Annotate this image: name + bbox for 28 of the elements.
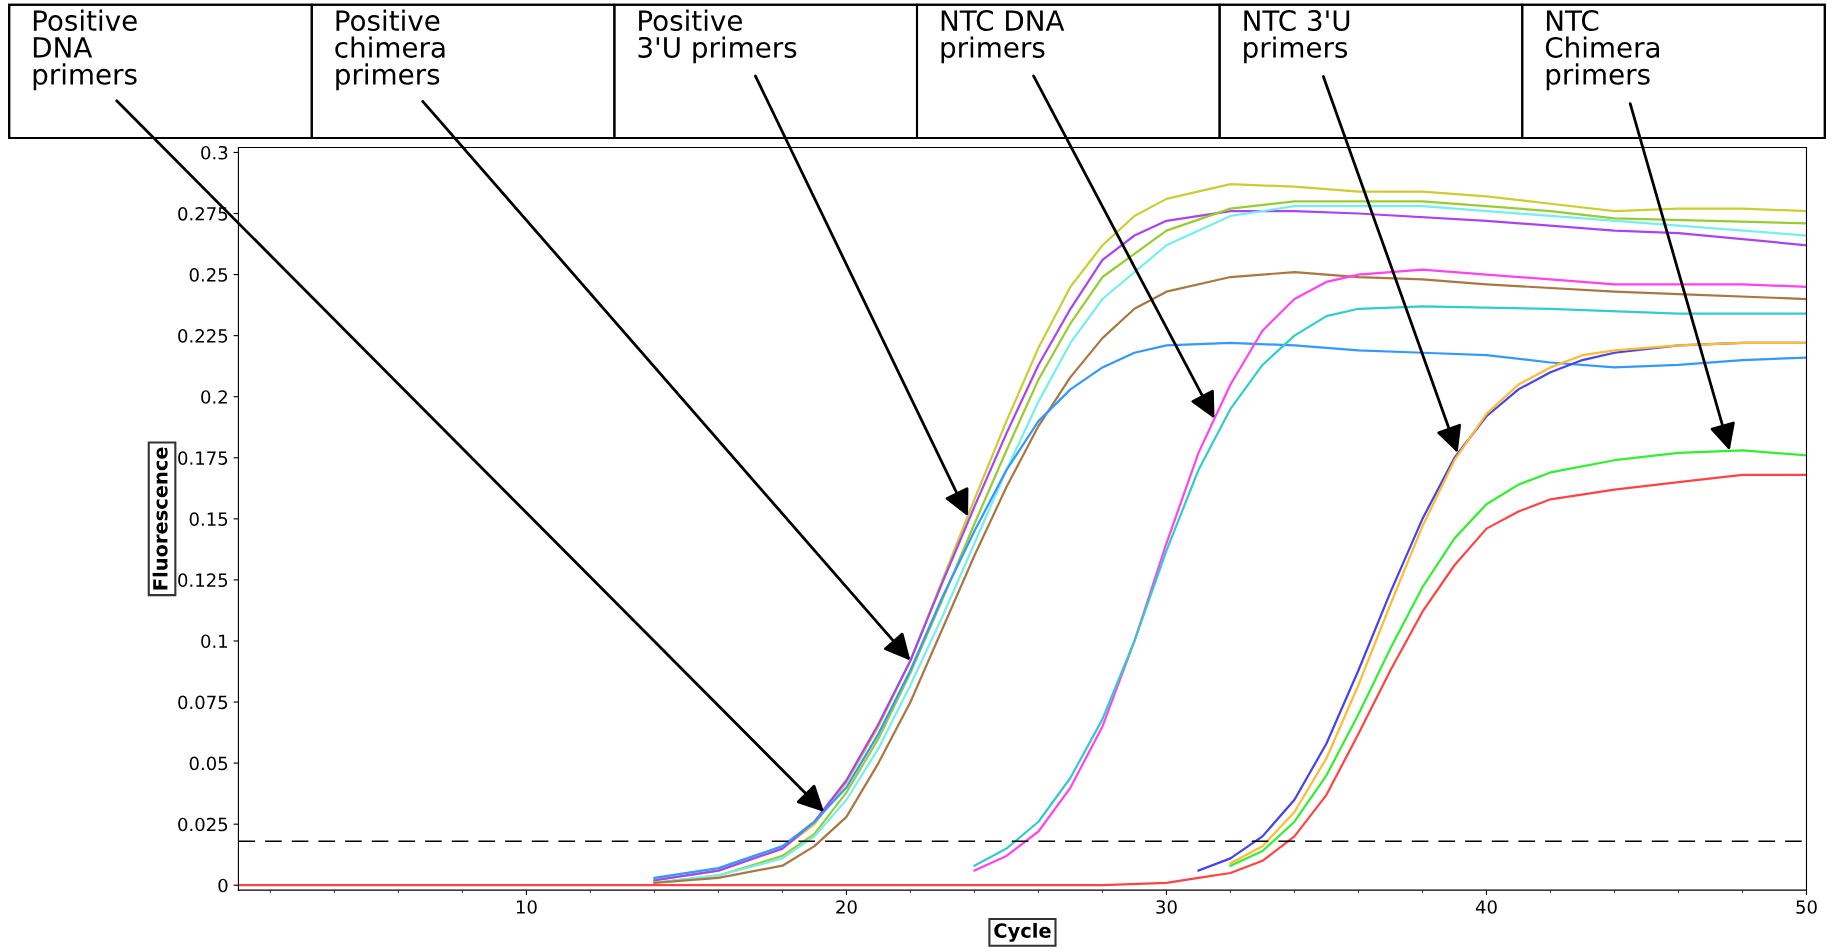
annotation: NTC DNA primers bbox=[941, 10, 1065, 64]
x-tick-label: 30 bbox=[1156, 900, 1177, 914]
line-series bbox=[238, 473, 1807, 887]
y-tick-label: 0.025 bbox=[178, 817, 228, 832]
x-tick-label: 50 bbox=[1796, 900, 1817, 914]
y-tick-label: 0.05 bbox=[189, 756, 228, 771]
y-tick-label: 0.15 bbox=[189, 512, 228, 526]
y-tick-label: 0.2 bbox=[201, 390, 227, 404]
x-tick-label: 40 bbox=[1475, 900, 1497, 914]
y-tick-label: 0.3 bbox=[201, 145, 228, 160]
y-tick-label: 0 bbox=[218, 878, 228, 893]
y-tick-label: 0.25 bbox=[189, 268, 228, 282]
annotation: NTC Chimera primers bbox=[1545, 10, 1660, 91]
annotation: Positive DNA primers bbox=[33, 9, 137, 91]
x-tick-label: 20 bbox=[836, 900, 857, 914]
line-series bbox=[1229, 449, 1807, 867]
x-tick-label: 10 bbox=[516, 900, 537, 914]
y-axis-title: Fluorescence bbox=[152, 447, 168, 590]
y-tick-label: 0.075 bbox=[178, 695, 228, 710]
y-tick-label: 0.125 bbox=[178, 573, 228, 588]
annotation: NTC 3'U primers bbox=[1244, 10, 1350, 64]
y-tick-label: 0.175 bbox=[178, 451, 228, 465]
x-axis-title: Cycle bbox=[994, 922, 1051, 942]
y-tick-label: 0.1 bbox=[201, 634, 228, 649]
annotation: Positive chimera primers bbox=[335, 9, 445, 91]
annotation: Positive 3'U primers bbox=[638, 9, 797, 64]
y-tick-label: 0.225 bbox=[178, 329, 228, 343]
y-tick-label: 0.275 bbox=[178, 206, 228, 221]
